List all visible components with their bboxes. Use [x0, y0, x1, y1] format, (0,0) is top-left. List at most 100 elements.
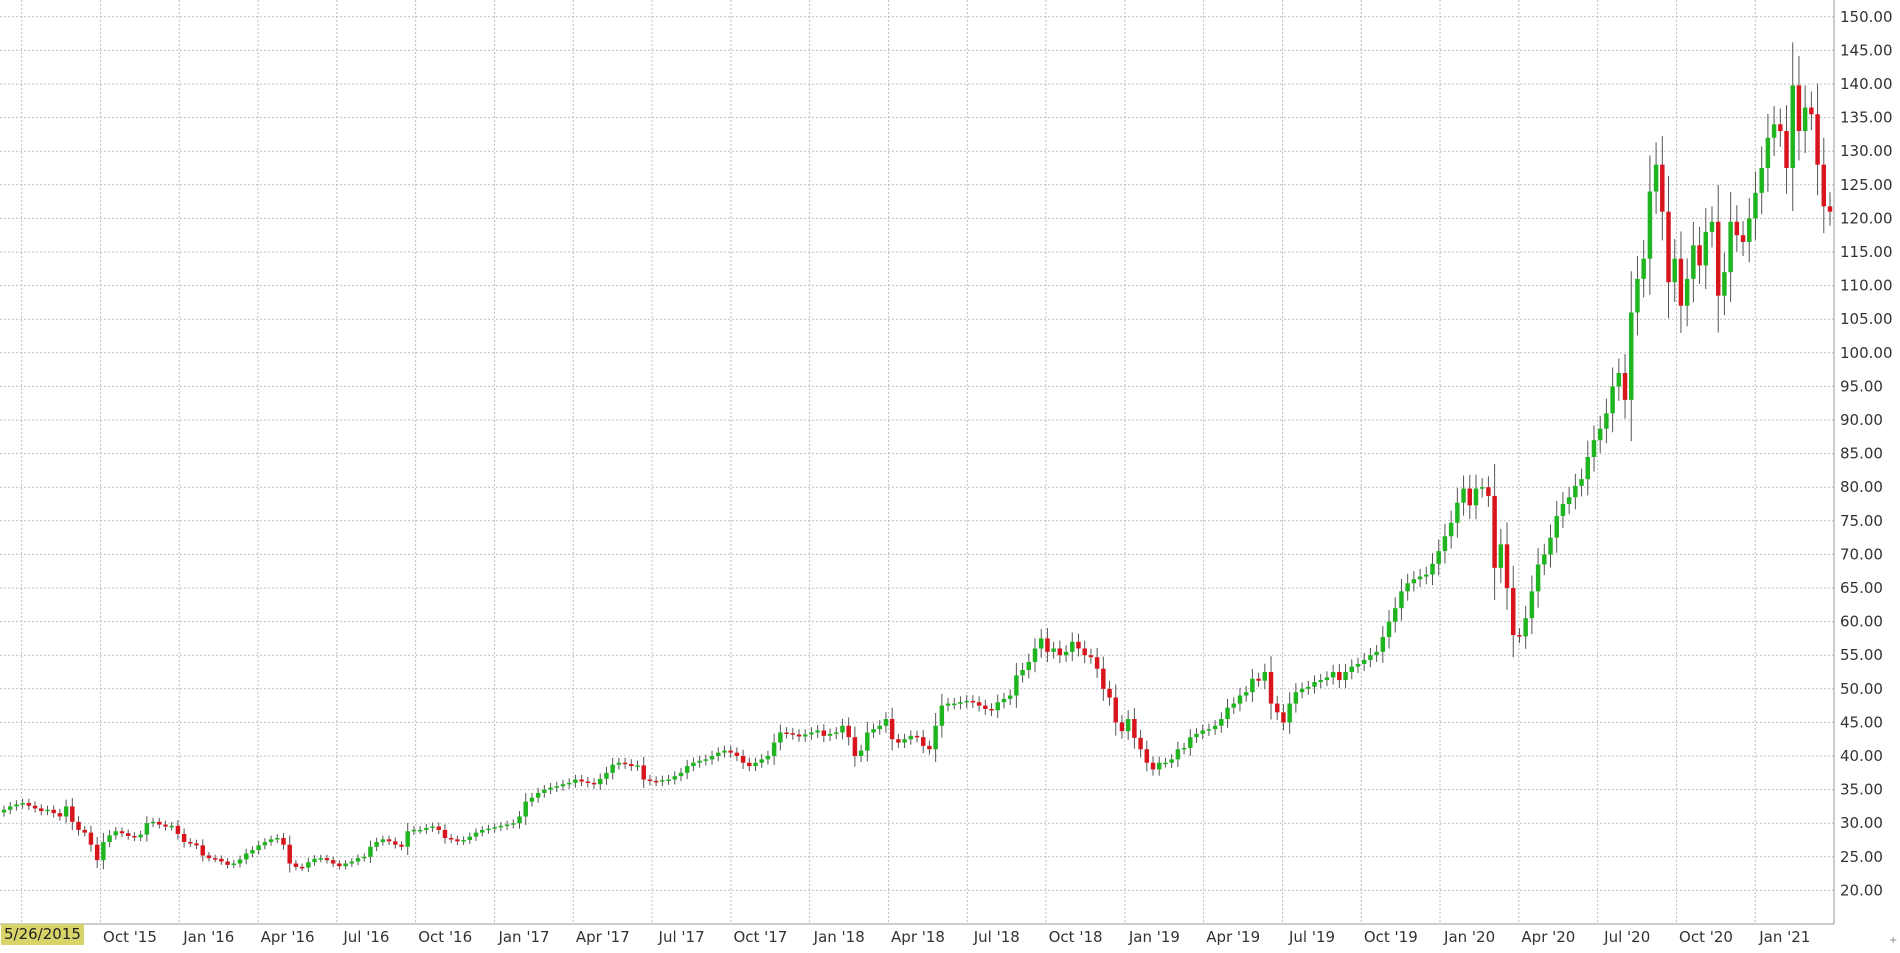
candle-body-down — [175, 825, 181, 834]
candlestick — [1691, 221, 1696, 303]
candle-body-down — [896, 739, 901, 743]
candlestick — [747, 757, 752, 772]
candlestick — [995, 694, 1000, 718]
candlestick — [952, 697, 957, 710]
candle-body-up — [461, 840, 466, 842]
candlestick — [1455, 487, 1460, 538]
candlestick — [1660, 135, 1665, 241]
candle-body-up — [1212, 725, 1218, 730]
candle-body-up — [1672, 258, 1677, 283]
candle-body-up — [635, 765, 640, 767]
candle-body-up — [138, 834, 143, 838]
candle-body-down — [225, 861, 230, 865]
candle-body-up — [865, 732, 870, 751]
candlestick — [405, 822, 410, 856]
candlestick — [1703, 208, 1709, 290]
candle-body-down — [1132, 719, 1137, 738]
candlestick — [945, 697, 951, 712]
candle-body-up — [709, 756, 715, 760]
candlestick — [1511, 565, 1516, 658]
candle-body-down — [1150, 762, 1156, 770]
candlestick — [1815, 83, 1820, 196]
x-tick-label: Jan '18 — [813, 928, 865, 946]
x-tick-label: Jan '21 — [1758, 928, 1810, 946]
candlestick — [1641, 240, 1646, 298]
candle-body-up — [262, 842, 268, 846]
candle-body-down — [579, 779, 584, 782]
candlestick — [1361, 653, 1367, 671]
candlestick — [225, 857, 230, 869]
candlestick — [914, 730, 920, 743]
candlestick — [157, 817, 162, 829]
candlestick — [765, 750, 771, 765]
candle-body-up — [1641, 258, 1646, 279]
candlestick — [1802, 85, 1808, 154]
candlestick — [591, 778, 597, 789]
candle-body-down — [70, 806, 75, 822]
candlestick — [579, 774, 584, 787]
candlestick — [1442, 523, 1448, 564]
candle-body-up — [1703, 231, 1709, 266]
candle-body-up — [1330, 672, 1336, 678]
candlestick — [920, 729, 926, 754]
candlestick — [535, 787, 541, 803]
candle-body-down — [1256, 678, 1261, 681]
candlestick — [660, 775, 665, 787]
candlestick — [504, 820, 510, 830]
candle-body-down — [1113, 697, 1118, 723]
candlestick — [1604, 398, 1609, 444]
candlestick — [871, 723, 876, 739]
candle-body-up — [834, 732, 839, 734]
candle-body-down — [212, 858, 218, 860]
candle-body-up — [1007, 695, 1013, 699]
candlestick — [1486, 476, 1491, 507]
candle-body-up — [1393, 608, 1398, 622]
candlestick — [1417, 568, 1423, 587]
candlestick — [684, 759, 690, 780]
candlestick — [970, 695, 976, 709]
candlestick — [386, 835, 392, 846]
candlestick — [796, 729, 802, 742]
candle-body-up — [380, 839, 386, 843]
candlestick — [1616, 358, 1622, 401]
candle-body-up — [498, 825, 504, 828]
candlestick — [1045, 628, 1050, 663]
candlestick — [1666, 175, 1671, 319]
candlestick — [821, 724, 827, 743]
candlestick — [424, 824, 429, 834]
candlestick — [852, 726, 858, 767]
candlestick — [1498, 528, 1504, 584]
candle-body-up — [318, 858, 323, 860]
candlestick — [1591, 425, 1597, 472]
candlestick — [1436, 539, 1441, 576]
candlestick — [1579, 468, 1584, 497]
candlestick — [1504, 522, 1510, 610]
candle-body-up — [666, 779, 671, 782]
candle-body-up — [871, 729, 876, 733]
candlestick — [82, 826, 87, 837]
y-axis-ticks: 150.00 145.00 140.00 135.00 130.00 125.00 120.… — [1840, 8, 1893, 900]
candlestick — [1144, 740, 1150, 772]
candlestick — [51, 805, 56, 818]
candlestick — [125, 829, 131, 840]
candlestick — [598, 773, 603, 790]
candle-body-up — [1125, 719, 1131, 732]
candle-body-up — [945, 703, 951, 706]
candlestick — [728, 745, 733, 758]
candlestick — [1647, 155, 1653, 295]
candlestick — [448, 834, 454, 844]
candle-body-up — [1374, 651, 1379, 656]
candle-body-up — [275, 837, 280, 840]
candlestick — [243, 848, 249, 865]
candle-body-up — [716, 752, 721, 756]
candlestick — [1355, 657, 1361, 673]
candlestick — [212, 854, 218, 863]
candle-body-down — [76, 821, 81, 830]
candlestick — [1107, 680, 1112, 706]
candlestick — [312, 855, 317, 866]
x-tick-label: Jul '16 — [342, 928, 389, 946]
candle-body-down — [920, 737, 926, 746]
candle-body-up — [1368, 655, 1373, 660]
candle-body-down — [983, 705, 988, 709]
candle-body-up — [1026, 661, 1032, 670]
